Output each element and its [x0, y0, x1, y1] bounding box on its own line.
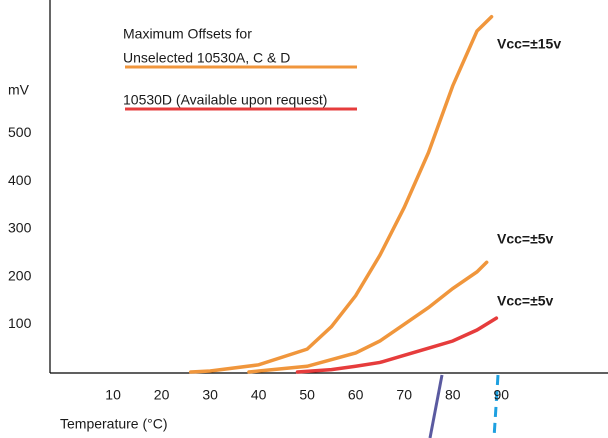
curve — [188, 14, 494, 374]
y-axis-label: mV — [8, 82, 30, 98]
x-tick-label: 80 — [445, 387, 461, 403]
curve-label: Vcc=±5v — [497, 293, 554, 309]
y-tick-label: 300 — [8, 220, 32, 236]
x-tick-label: 50 — [299, 387, 315, 403]
x-axis-label: Temperature (°C) — [60, 416, 168, 432]
x-tick-label: 60 — [348, 387, 364, 403]
x-tick-label: 90 — [493, 387, 509, 403]
curve-label: Vcc=±15v — [497, 36, 561, 52]
x-tick-label: 70 — [396, 387, 412, 403]
artifact-dashed-line — [492, 374, 500, 438]
legend-text: Maximum Offsets for — [123, 26, 252, 42]
legend-text: 10530D (Available upon request) — [123, 92, 327, 108]
curve-label: Vcc=±5v — [497, 231, 554, 247]
y-tick-label: 400 — [8, 172, 32, 188]
y-tick-label: 500 — [8, 124, 32, 140]
artifact-line — [428, 374, 444, 438]
x-tick-label: 20 — [154, 387, 170, 403]
x-tick-label: 10 — [105, 387, 121, 403]
x-tick-label: 30 — [202, 387, 218, 403]
curve — [247, 260, 489, 374]
legend-text: Unselected 10530A, C & D — [123, 50, 290, 66]
curve — [295, 316, 499, 374]
y-tick-label: 200 — [8, 267, 32, 283]
x-tick-label: 40 — [251, 387, 267, 403]
y-tick-label: 100 — [8, 315, 32, 331]
